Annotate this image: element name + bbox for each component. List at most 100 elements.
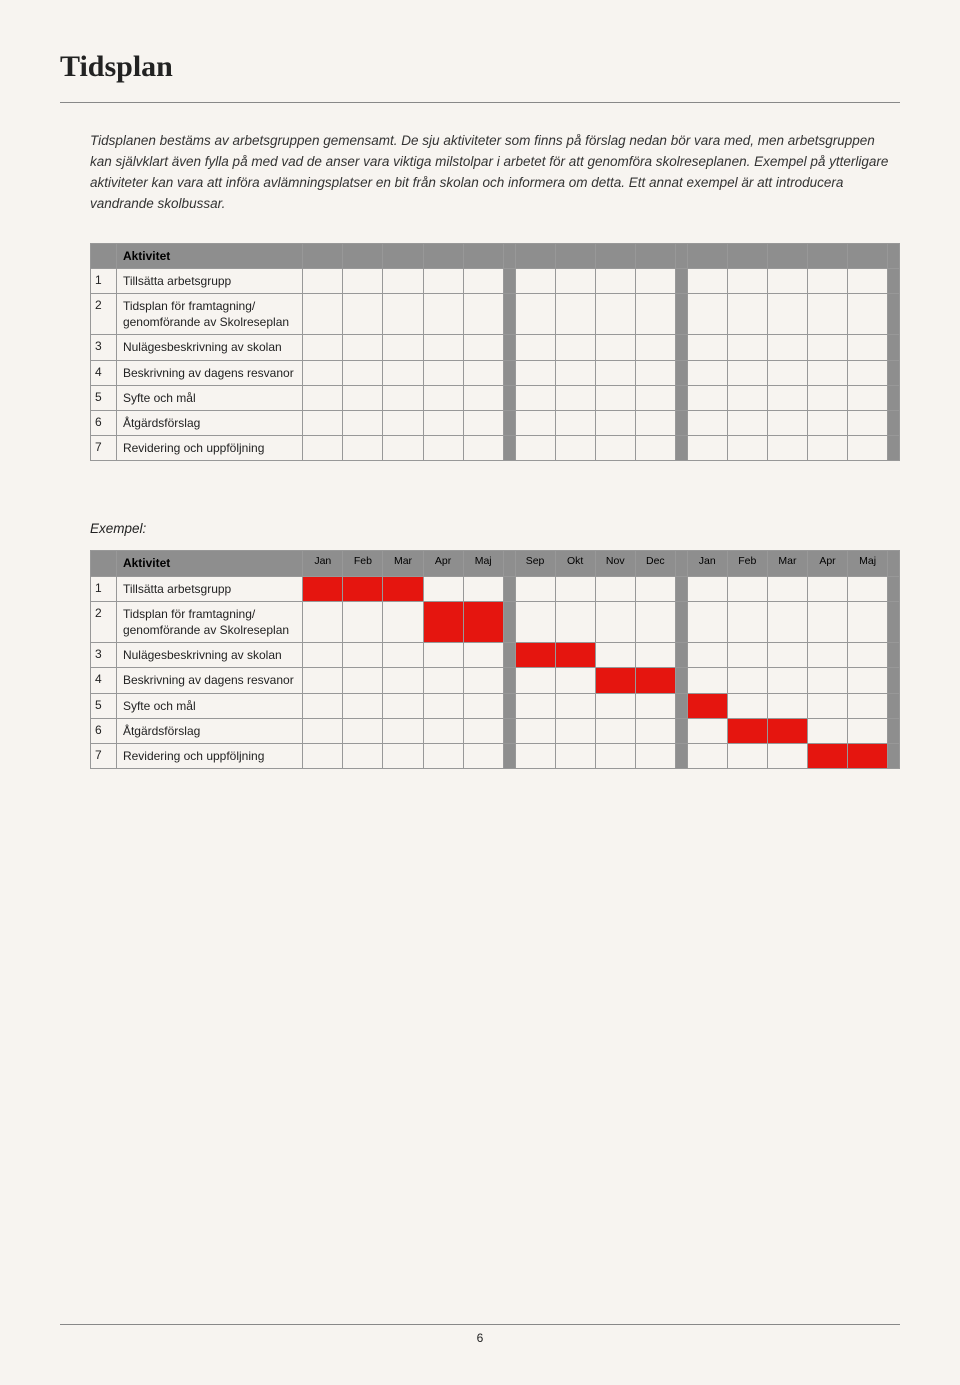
gantt-cell (595, 576, 635, 601)
gantt-cell (848, 668, 888, 693)
gap-cell (503, 268, 515, 293)
gap-cell (675, 643, 687, 668)
row-number: 4 (91, 360, 117, 385)
gantt-cell (463, 643, 503, 668)
row-number: 1 (91, 268, 117, 293)
gantt-cell (687, 693, 727, 718)
gap-cell (675, 743, 687, 768)
gantt-cell (515, 668, 555, 693)
gantt-cell (595, 436, 635, 461)
row-number: 3 (91, 643, 117, 668)
gantt-cell (303, 294, 343, 335)
gantt-cell (303, 668, 343, 693)
gantt-cell (727, 335, 767, 360)
gantt-cell (303, 693, 343, 718)
month-header (767, 243, 807, 268)
gantt-cell (463, 411, 503, 436)
gantt-cell (303, 335, 343, 360)
gantt-cell (807, 360, 847, 385)
activity-label: Revidering och uppföljning (116, 743, 302, 768)
header-num-cell (91, 243, 117, 268)
gantt-cell (423, 643, 463, 668)
gantt-cell (423, 718, 463, 743)
table-row: 5Syfte och mål (91, 693, 900, 718)
gantt-cell (595, 643, 635, 668)
page-footer: 6 (60, 1324, 900, 1345)
top-rule (60, 102, 900, 103)
gantt-cell (343, 436, 383, 461)
gantt-cell (687, 268, 727, 293)
gantt-cell (767, 335, 807, 360)
gantt-cell (463, 668, 503, 693)
gap-cell (503, 718, 515, 743)
gantt-cell (727, 743, 767, 768)
gap-cell (503, 294, 515, 335)
gantt-cell (727, 294, 767, 335)
gantt-cell (555, 643, 595, 668)
gap-cell (888, 436, 900, 461)
gantt-cell (555, 294, 595, 335)
gantt-cell (767, 693, 807, 718)
gantt-cell (515, 360, 555, 385)
month-header (383, 243, 423, 268)
gantt-cell (807, 718, 847, 743)
gantt-cell (807, 576, 847, 601)
gantt-cell (515, 718, 555, 743)
gantt-cell (727, 268, 767, 293)
gantt-cell (635, 601, 675, 642)
gantt-cell (383, 360, 423, 385)
gantt-cell (423, 693, 463, 718)
gantt-cell (635, 411, 675, 436)
gap-cell (675, 601, 687, 642)
gantt-cell (848, 268, 888, 293)
row-number: 1 (91, 576, 117, 601)
gantt-cell (848, 693, 888, 718)
gantt-cell (463, 693, 503, 718)
gantt-cell (515, 576, 555, 601)
gantt-cell (343, 411, 383, 436)
gantt-cell (848, 576, 888, 601)
gantt-cell (635, 643, 675, 668)
gantt-cell (343, 576, 383, 601)
row-number: 6 (91, 411, 117, 436)
gantt-cell (555, 385, 595, 410)
header-num-cell (91, 551, 117, 576)
gantt-cell (807, 693, 847, 718)
gantt-cell (555, 436, 595, 461)
gantt-cell (423, 668, 463, 693)
gantt-cell (595, 294, 635, 335)
gantt-cell (463, 385, 503, 410)
month-header (343, 243, 383, 268)
activity-label: Tillsätta arbetsgrupp (116, 268, 302, 293)
gantt-cell (555, 268, 595, 293)
gantt-cell (303, 436, 343, 461)
gantt-cell (595, 601, 635, 642)
gantt-cell (727, 643, 767, 668)
row-number: 2 (91, 601, 117, 642)
gantt-cell (848, 385, 888, 410)
gap-cell (503, 335, 515, 360)
gantt-cell (767, 643, 807, 668)
gantt-cell (727, 668, 767, 693)
gap-cell (675, 268, 687, 293)
gantt-cell (383, 385, 423, 410)
gap-cell (503, 643, 515, 668)
month-header: Mar (767, 551, 807, 576)
gantt-cell (463, 268, 503, 293)
row-number: 7 (91, 436, 117, 461)
row-number: 3 (91, 335, 117, 360)
gantt-cell (807, 411, 847, 436)
gantt-cell (423, 385, 463, 410)
gantt-cell (555, 360, 595, 385)
gantt-cell (848, 335, 888, 360)
gantt-cell (515, 385, 555, 410)
gantt-cell (515, 335, 555, 360)
gantt-cell (687, 576, 727, 601)
activity-label: Tidsplan för framtagning/ genomförande a… (116, 601, 302, 642)
gap-cell (888, 411, 900, 436)
table-row: 6Åtgärdsförslag (91, 718, 900, 743)
gap-cell (503, 436, 515, 461)
gantt-cell (383, 576, 423, 601)
month-header (727, 243, 767, 268)
activity-label: Tidsplan för framtagning/ genomförande a… (116, 294, 302, 335)
